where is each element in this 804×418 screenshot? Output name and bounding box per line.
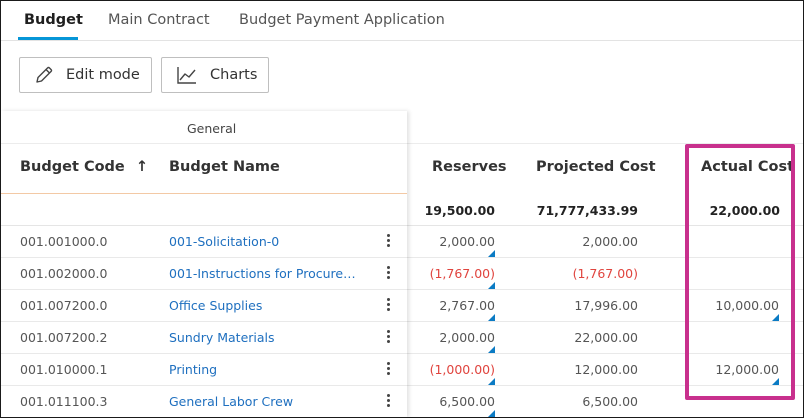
totals-row: 19,500.00 71,777,433.99 22,000.00	[407, 193, 803, 226]
projected-cost-cell: (1,767.00)	[572, 266, 638, 281]
edit-mode-button[interactable]: Edit mode	[19, 57, 152, 93]
budget-code-cell: 001.001000.0	[20, 234, 108, 249]
reserves-cell[interactable]: 2,000.00	[439, 234, 495, 249]
row-menu-icon[interactable]	[383, 264, 393, 282]
tab-budget-payment-application[interactable]: Budget Payment Application	[239, 12, 445, 28]
table-row: 001.001000.0 001-Solicitation-0	[1, 225, 407, 258]
charts-label: Charts	[210, 67, 258, 83]
budget-name-link[interactable]: Office Supplies	[169, 298, 263, 313]
projected-cost-cell: 17,996.00	[574, 298, 638, 313]
projected-cost-cell: 6,500.00	[582, 394, 638, 409]
row-menu-icon[interactable]	[383, 232, 393, 250]
cell-detail-marker-icon[interactable]	[488, 378, 495, 385]
reserves-column-header[interactable]: Reserves	[432, 159, 507, 175]
table-row: (1,000.00) 12,000.00 12,000.00	[407, 353, 803, 386]
reserves-cell[interactable]: 6,500.00	[439, 394, 495, 409]
projected-cost-column-header[interactable]: Projected Cost	[536, 159, 656, 175]
row-menu-icon[interactable]	[383, 296, 393, 314]
projected-cost-cell: 22,000.00	[574, 330, 638, 345]
edit-mode-label: Edit mode	[66, 67, 140, 83]
active-tab-indicator	[18, 37, 78, 40]
cell-detail-marker-icon[interactable]	[488, 314, 495, 321]
column-header-row: Reserves Projected Cost Actual Cost	[407, 143, 803, 194]
reserves-cell[interactable]: (1,000.00)	[429, 362, 495, 377]
table-row: (1,767.00) (1,767.00)	[407, 257, 803, 290]
cell-detail-marker-icon[interactable]	[488, 410, 495, 417]
group-header-row	[407, 111, 803, 144]
projected-cost-cell: 12,000.00	[574, 362, 638, 377]
budget-code-cell: 001.002000.0	[20, 266, 108, 281]
budget-name-link[interactable]: Printing	[169, 362, 218, 377]
reserves-cell[interactable]: (1,767.00)	[429, 266, 495, 281]
table-row: 2,000.00 2,000.00	[407, 225, 803, 258]
table-row: 001.007200.2 Sundry Materials	[1, 321, 407, 354]
actual-cost-cell[interactable]: 10,000.00	[715, 298, 779, 313]
cell-detail-marker-icon[interactable]	[772, 378, 779, 385]
line-chart-icon	[177, 67, 196, 84]
row-menu-icon[interactable]	[383, 328, 393, 346]
cell-detail-marker-icon[interactable]	[772, 314, 779, 321]
table-row: 001.002000.0 001-Instructions for Procure…	[1, 257, 407, 290]
table-row: 2,000.00 22,000.00	[407, 321, 803, 354]
budget-name-column-header[interactable]: Budget Name	[169, 159, 280, 175]
column-header-row: Budget Code ↑ Budget Name	[1, 143, 407, 194]
actual-cost-cell[interactable]: 12,000.00	[715, 362, 779, 377]
budget-table: Reserves Projected Cost Actual Cost 19,5…	[1, 111, 803, 417]
row-menu-icon[interactable]	[383, 392, 393, 410]
projected-cost-total: 71,777,433.99	[536, 203, 638, 218]
budget-code-column-header[interactable]: Budget Code ↑	[20, 159, 148, 175]
cell-detail-marker-icon[interactable]	[488, 346, 495, 353]
projected-cost-cell: 2,000.00	[582, 234, 638, 249]
cost-columns-pane: Reserves Projected Cost Actual Cost 19,5…	[407, 111, 803, 417]
tab-bar: Budget Main Contract Budget Payment Appl…	[1, 1, 803, 41]
table-row: 6,500.00 6,500.00	[407, 385, 803, 417]
budget-code-cell: 001.011100.3	[20, 394, 108, 409]
actual-cost-column-header[interactable]: Actual Cost	[701, 159, 795, 175]
reserves-cell[interactable]: 2,000.00	[439, 330, 495, 345]
budget-name-link[interactable]: Sundry Materials	[169, 330, 275, 345]
budget-name-link[interactable]: 001-Instructions for Procurement	[169, 266, 365, 281]
budget-code-cell: 001.010000.1	[20, 362, 108, 377]
pencil-icon	[36, 66, 53, 83]
group-label-general: General	[187, 121, 237, 136]
table-row: 2,767.00 17,996.00 10,000.00	[407, 289, 803, 322]
reserves-cell[interactable]: 2,767.00	[439, 298, 495, 313]
table-row: 001.007200.0 Office Supplies	[1, 289, 407, 322]
budget-code-cell: 001.007200.0	[20, 298, 108, 313]
tab-budget[interactable]: Budget	[24, 12, 83, 28]
budget-code-header-label: Budget Code	[20, 159, 125, 175]
reserves-total: 19,500.00	[424, 203, 495, 218]
budget-name-link[interactable]: General Labor Crew	[169, 394, 294, 409]
cell-detail-marker-icon[interactable]	[488, 282, 495, 289]
budget-code-cell: 001.007200.2	[20, 330, 108, 345]
tab-main-contract[interactable]: Main Contract	[108, 12, 210, 28]
table-row: 001.011100.3 General Labor Crew	[1, 385, 407, 417]
actual-cost-total: 22,000.00	[709, 203, 780, 218]
frozen-columns-pane: General Budget Code ↑ Budget Name 001.00…	[1, 111, 407, 417]
sort-ascending-icon[interactable]: ↑	[135, 159, 148, 175]
charts-button[interactable]: Charts	[161, 57, 269, 93]
budget-name-link[interactable]: 001-Solicitation-0	[169, 234, 280, 249]
table-row: 001.010000.1 Printing	[1, 353, 407, 386]
totals-row	[1, 193, 407, 226]
cell-detail-marker-icon[interactable]	[488, 250, 495, 257]
row-menu-icon[interactable]	[383, 360, 393, 378]
group-header-row: General	[1, 111, 407, 144]
